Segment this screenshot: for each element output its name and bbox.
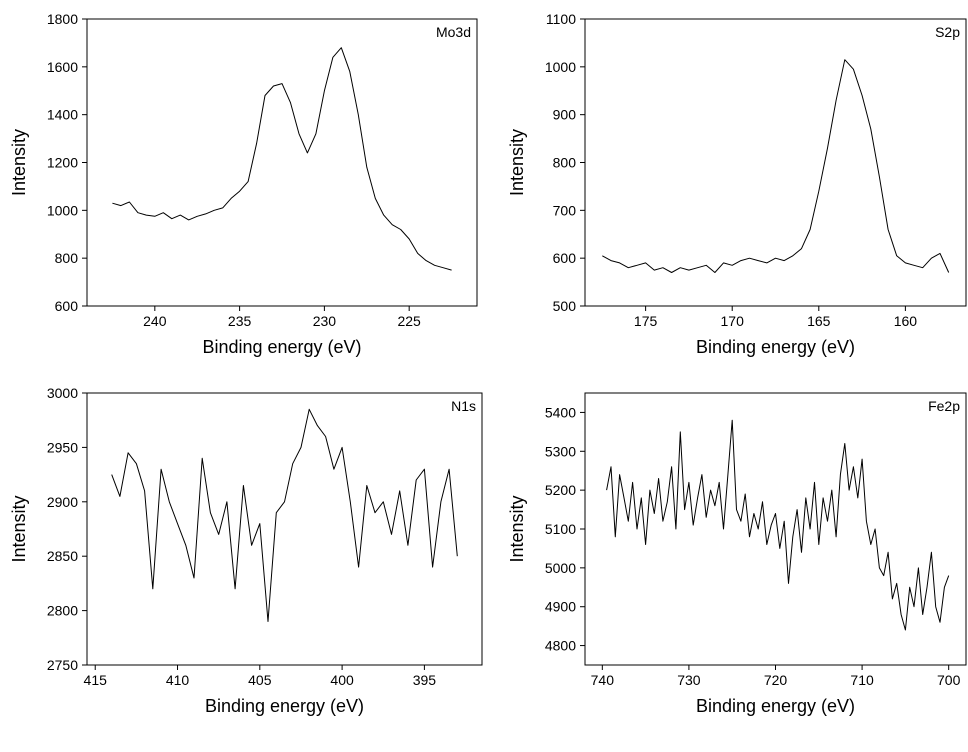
y-tick-label: 1600 (47, 59, 78, 75)
y-tick-label: 2950 (47, 439, 78, 455)
y-tick-label: 3000 (47, 385, 78, 401)
x-tick-label: 710 (850, 672, 874, 688)
x-tick-label: 700 (937, 672, 961, 688)
y-tick-label: 1200 (47, 155, 78, 171)
x-axis-title: Binding energy (eV) (696, 696, 855, 716)
plot-frame (584, 392, 967, 666)
y-tick-label: 800 (553, 155, 577, 171)
x-tick-label: 160 (894, 313, 918, 329)
y-tick-label: 4800 (545, 638, 576, 654)
x-axis-title: Binding energy (eV) (205, 696, 364, 716)
y-tick-label: 5100 (545, 521, 576, 537)
plot-frame (86, 18, 478, 307)
y-tick-label: 600 (55, 298, 79, 314)
y-axis-title: Intensity (507, 495, 527, 562)
y-tick-label: 2850 (47, 548, 78, 564)
x-tick-label: 400 (330, 672, 354, 688)
x-tick-label: 170 (721, 313, 745, 329)
x-tick-label: 165 (807, 313, 831, 329)
y-tick-label: 5000 (545, 560, 576, 576)
y-axis-title: Intensity (9, 495, 29, 562)
y-tick-label: 2750 (47, 657, 78, 673)
x-tick-label: 175 (634, 313, 658, 329)
y-tick-label: 900 (553, 107, 577, 123)
x-tick-label: 235 (228, 313, 252, 329)
y-tick-label: 5300 (545, 443, 576, 459)
x-tick-label: 395 (413, 672, 437, 688)
x-tick-label: 225 (397, 313, 421, 329)
y-tick-label: 2900 (47, 494, 78, 510)
panel-label: Mo3d (436, 24, 471, 40)
spectrum-line (111, 408, 458, 622)
x-tick-label: 410 (166, 672, 190, 688)
y-tick-label: 800 (55, 250, 79, 266)
plot-frame (86, 392, 483, 666)
x-tick-label: 415 (84, 672, 108, 688)
y-tick-label: 500 (553, 298, 577, 314)
y-tick-label: 1400 (47, 107, 78, 123)
y-tick-label: 1100 (546, 11, 576, 27)
y-axis-title: Intensity (9, 129, 29, 196)
panel-label: Fe2p (928, 398, 960, 414)
x-axis-title: Binding energy (eV) (696, 337, 855, 357)
x-tick-label: 730 (677, 672, 701, 688)
panel-label: S2p (935, 24, 960, 40)
panel-label: N1s (451, 398, 476, 414)
chart-panel-mo3d: 240 235 230 225 600 800 1000 1200 1400 1600 1800 Bi… (9, 11, 478, 357)
x-tick-label: 405 (248, 672, 272, 688)
y-axis-title: Intensity (507, 129, 527, 196)
spectrum-line (112, 47, 452, 271)
chart-panel-n1s: 415 410 405 400 395 2750 2800 2850 2900 2950 3000 B… (9, 385, 483, 716)
y-tick-label: 600 (553, 250, 577, 266)
y-tick-label: 1000 (47, 202, 78, 218)
x-tick-label: 230 (313, 313, 337, 329)
y-tick-label: 5200 (545, 482, 576, 498)
y-tick-label: 5400 (545, 404, 576, 420)
y-tick-label: 4900 (545, 599, 576, 615)
y-tick-label: 2800 (47, 603, 78, 619)
x-axis-title: Binding energy (eV) (202, 337, 361, 357)
x-tick-label: 240 (143, 313, 167, 329)
y-tick-label: 1000 (545, 59, 576, 75)
chart-panel-fe2p: 740 730 720 710 700 4800 4900 5000 5100 5200 5300 5… (507, 392, 967, 716)
spectrum-line (602, 59, 950, 273)
plot-frame (584, 18, 967, 307)
x-tick-label: 720 (764, 672, 788, 688)
y-tick-label: 700 (553, 202, 577, 218)
chart-panel-s2p: 175 170 165 160 500 600 700 800 900 1000 1100 Bindi… (507, 11, 967, 357)
x-tick-label: 740 (591, 672, 615, 688)
y-tick-label: 1800 (47, 11, 78, 27)
spectrum-line (606, 419, 950, 631)
